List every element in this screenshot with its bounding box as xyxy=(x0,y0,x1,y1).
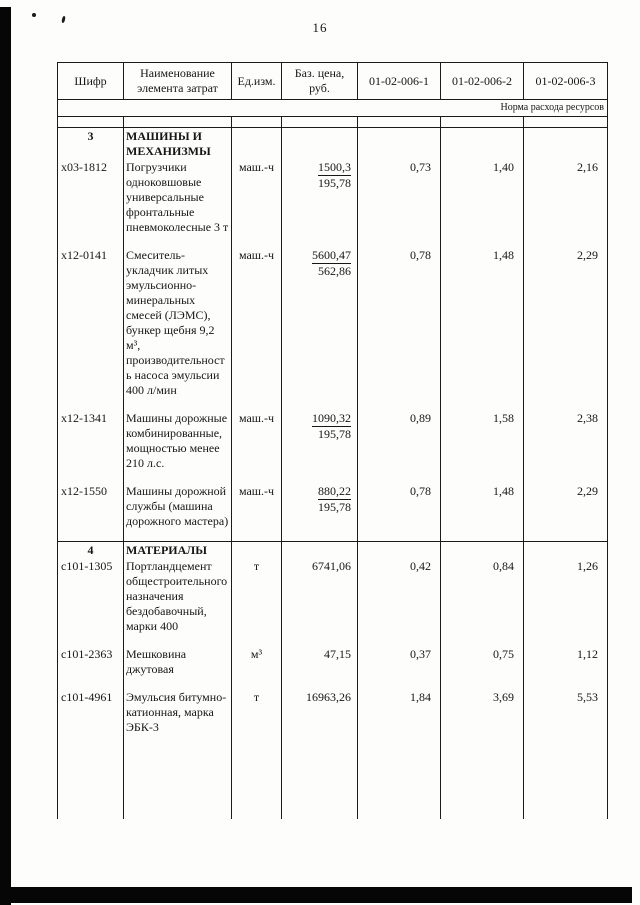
price-numerator: 1090,32 xyxy=(312,411,351,427)
section-header-row: 4 МАТЕРИАЛЫ xyxy=(57,541,608,558)
cost-table: Шифр Наименование элемента затрат Ед.изм… xyxy=(57,62,608,819)
norm-value-1: 0,78 xyxy=(357,247,441,410)
column-header-code: Шифр xyxy=(57,62,124,100)
norm-value-1: 0,37 xyxy=(357,646,441,689)
table-row: с101-1305 Портландцемент общестроительно… xyxy=(57,558,608,646)
norm-value-2: 3,69 xyxy=(440,689,524,747)
section-number: 4 xyxy=(57,541,124,558)
scan-artifact-bottom-bar xyxy=(11,887,632,903)
section-title: МАШИНЫ И МЕХАНИЗМЫ xyxy=(123,127,232,159)
norm-value-3: 1,26 xyxy=(523,558,608,646)
norm-value-3: 2,29 xyxy=(523,247,608,410)
row-name: Портландцемент общестроительного назначе… xyxy=(123,558,232,646)
price-value: 16963,26 xyxy=(306,690,351,704)
row-base-price: 16963,26 xyxy=(281,689,358,747)
column-header-norm-1: 01-02-006-1 xyxy=(357,62,441,100)
price-numerator: 5600,47 xyxy=(312,248,351,264)
column-header-unit: Ед.изм. xyxy=(231,62,282,100)
section-title: МАТЕРИАЛЫ xyxy=(123,541,232,558)
row-code: х12-1550 xyxy=(57,483,124,542)
price-numerator: 1500,3 xyxy=(318,160,351,176)
table-subheader-row: Норма расхода ресурсов xyxy=(57,99,608,117)
row-unit: маш.-ч xyxy=(231,410,282,483)
price-value: 6741,06 xyxy=(312,559,351,573)
row-unit: маш.-ч xyxy=(231,159,282,247)
row-code: х03-1812 xyxy=(57,159,124,247)
row-base-price: 6741,06 xyxy=(281,558,358,646)
norm-value-1: 0,73 xyxy=(357,159,441,247)
row-code: с101-4961 xyxy=(57,689,124,747)
norm-value-1: 1,84 xyxy=(357,689,441,747)
price-denominator: 195,78 xyxy=(318,500,351,514)
table-empty-filler-row xyxy=(57,747,608,819)
norm-value-2: 0,75 xyxy=(440,646,524,689)
norm-value-3: 2,29 xyxy=(523,483,608,542)
row-code: с101-1305 xyxy=(57,558,124,646)
row-code: с101-2363 xyxy=(57,646,124,689)
price-denominator: 562,86 xyxy=(318,264,351,278)
row-name: Эмульсия битумно-катионная, марка ЭБК-3 xyxy=(123,689,232,747)
row-base-price: 880,22 195,78 xyxy=(281,483,358,542)
price-denominator: 195,78 xyxy=(318,427,351,441)
norm-value-3: 2,16 xyxy=(523,159,608,247)
column-header-norm-2: 01-02-006-2 xyxy=(440,62,524,100)
page-number: 16 xyxy=(312,20,328,35)
row-unit: м³ xyxy=(231,646,282,689)
norm-value-3: 5,53 xyxy=(523,689,608,747)
norm-value-1: 0,78 xyxy=(357,483,441,542)
row-name: Машины дорожные комбинированные, мощност… xyxy=(123,410,232,483)
norm-value-2: 1,40 xyxy=(440,159,524,247)
section-number: 3 xyxy=(57,127,124,159)
row-code: х12-0141 xyxy=(57,247,124,410)
price-denominator: 195,78 xyxy=(318,176,351,190)
row-unit: маш.-ч xyxy=(231,483,282,542)
table-subheader: Норма расхода ресурсов xyxy=(57,99,608,117)
column-header-name: Наименование элемента затрат xyxy=(123,62,232,100)
row-unit: т xyxy=(231,558,282,646)
table-row: с101-4961 Эмульсия битумно-катионная, ма… xyxy=(57,689,608,747)
table-row: х12-0141 Смеситель-укладчик литых эмульс… xyxy=(57,247,608,410)
table-header-row: Шифр Наименование элемента затрат Ед.изм… xyxy=(57,62,608,100)
norm-value-3: 2,38 xyxy=(523,410,608,483)
norm-value-2: 1,48 xyxy=(440,247,524,410)
norm-value-1: 0,42 xyxy=(357,558,441,646)
row-name: Погрузчики одноковшовые универсальные фр… xyxy=(123,159,232,247)
row-base-price: 1500,3 195,78 xyxy=(281,159,358,247)
price-value: 47,15 xyxy=(324,647,351,661)
norm-value-2: 1,48 xyxy=(440,483,524,542)
norm-value-3: 1,12 xyxy=(523,646,608,689)
scan-artifact-left-bar xyxy=(0,7,11,905)
row-base-price: 5600,47 562,86 xyxy=(281,247,358,410)
column-header-norm-3: 01-02-006-3 xyxy=(523,62,608,100)
section-header-row: 3 МАШИНЫ И МЕХАНИЗМЫ xyxy=(57,127,608,159)
row-name: Машины дорожной службы (машина дорожного… xyxy=(123,483,232,542)
norm-value-2: 0,84 xyxy=(440,558,524,646)
row-name: Смеситель-укладчик литых эмульсионно-мин… xyxy=(123,247,232,410)
norm-value-1: 0,89 xyxy=(357,410,441,483)
row-code: х12-1341 xyxy=(57,410,124,483)
row-base-price: 1090,32 195,78 xyxy=(281,410,358,483)
scan-speck xyxy=(32,13,36,17)
column-header-base-price: Баз. цена, руб. xyxy=(281,62,358,100)
table-row: х12-1550 Машины дорожной службы (машина … xyxy=(57,483,608,542)
row-unit: т xyxy=(231,689,282,747)
table-row: с101-2363 Мешковина джутовая м³ 47,15 0,… xyxy=(57,646,608,689)
price-numerator: 880,22 xyxy=(318,484,351,500)
row-base-price: 47,15 xyxy=(281,646,358,689)
norm-value-2: 1,58 xyxy=(440,410,524,483)
spacer-row xyxy=(57,116,608,128)
row-unit: маш.-ч xyxy=(231,247,282,410)
row-name: Мешковина джутовая xyxy=(123,646,232,689)
table-row: х03-1812 Погрузчики одноковшовые универс… xyxy=(57,159,608,247)
table-row: х12-1341 Машины дорожные комбинированные… xyxy=(57,410,608,483)
